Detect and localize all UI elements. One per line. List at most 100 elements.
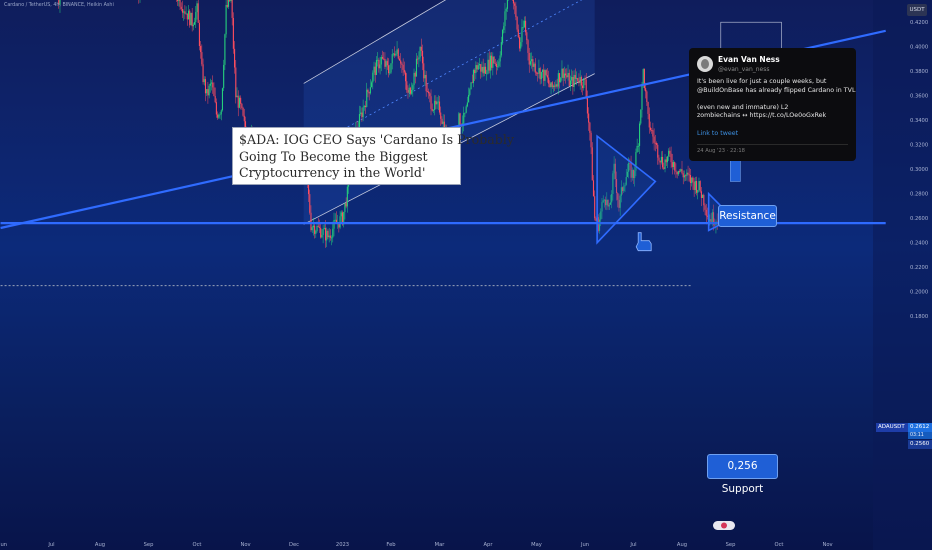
candle-body xyxy=(692,177,694,182)
candle-body xyxy=(714,224,716,226)
candle-body xyxy=(377,59,379,61)
candle-body xyxy=(314,225,316,234)
candle-body xyxy=(699,181,701,192)
candle-body xyxy=(414,72,416,77)
candle-body xyxy=(630,163,632,178)
candle-body xyxy=(687,172,689,175)
candle-body xyxy=(418,57,420,60)
candle-body xyxy=(318,226,321,228)
candle-body xyxy=(531,59,533,62)
candle-body xyxy=(659,160,661,163)
candle-body xyxy=(623,186,625,192)
support-callout: 0,256 Support xyxy=(707,454,778,495)
candle-body xyxy=(634,170,636,179)
candle-body xyxy=(705,209,707,216)
candle-body xyxy=(602,200,604,203)
tweet-card[interactable]: Evan Van Ness @evan_van_ness It's been l… xyxy=(689,48,856,161)
y-tick-label: 0.2200 xyxy=(910,265,928,271)
candle-body xyxy=(465,106,467,113)
price-axis-panel xyxy=(873,0,932,550)
candle-body xyxy=(563,73,565,78)
candle-body xyxy=(526,32,528,41)
candle-body xyxy=(655,143,658,145)
candle-body xyxy=(594,196,596,219)
candle-body xyxy=(664,159,666,169)
candle-body xyxy=(670,153,672,163)
candle-body xyxy=(340,212,342,217)
candle-body xyxy=(360,112,362,115)
candle-body xyxy=(333,219,335,229)
candle-body xyxy=(363,105,365,108)
candle-body xyxy=(626,171,628,178)
candle-body xyxy=(557,73,559,87)
candle-body xyxy=(620,187,622,196)
candle-body xyxy=(631,169,633,178)
candle-body xyxy=(694,180,696,191)
tweet-line: It's been live for just a couple weeks, … xyxy=(697,78,827,85)
symbol-price-tag: ADAUSDT xyxy=(876,423,908,432)
candle-body xyxy=(483,66,485,74)
candle-body xyxy=(554,85,556,87)
x-tick-label: Jun xyxy=(580,542,589,548)
headline-line: $ADA: IOG CEO Says 'Cardano Is Probably xyxy=(239,132,514,147)
candle-body xyxy=(506,0,508,9)
candle-body xyxy=(339,216,341,228)
candle-body xyxy=(654,142,656,144)
y-tick-label: 0.1800 xyxy=(910,314,928,320)
candle-body xyxy=(468,94,470,103)
candle-body xyxy=(589,122,591,133)
candle-body xyxy=(682,173,684,178)
candle-body xyxy=(236,95,238,98)
y-tick-label: 0.3000 xyxy=(910,167,928,173)
candle-body xyxy=(603,199,605,201)
tweet-line: zombiechains ↔ https://t.co/LOe0oGxRek xyxy=(697,112,827,120)
candle-body xyxy=(178,0,180,2)
candle-body xyxy=(386,61,388,66)
tweet-handle: @evan_van_ness xyxy=(718,66,770,73)
candle-body xyxy=(618,199,620,208)
tweet-link[interactable]: Link to tweet xyxy=(697,130,739,137)
candle-body xyxy=(371,82,373,88)
candle-body xyxy=(515,5,517,18)
candle-body xyxy=(571,76,573,81)
pointing-hand-shape xyxy=(635,232,652,252)
candle-body xyxy=(426,91,428,93)
candle-body xyxy=(710,219,712,224)
candle-body xyxy=(677,170,679,175)
candle-body xyxy=(194,22,196,25)
candle-body xyxy=(401,63,403,65)
candle-body xyxy=(518,37,521,49)
candle-body xyxy=(520,42,522,49)
candle-body xyxy=(629,162,631,164)
candle-body xyxy=(521,27,523,43)
candle-body xyxy=(628,162,630,172)
candle-body xyxy=(558,73,561,83)
candle-body xyxy=(617,193,619,200)
candle-body xyxy=(585,79,587,98)
candle-body xyxy=(366,89,368,107)
headline-line: Going To Become the Biggest xyxy=(239,148,428,164)
candle-body xyxy=(464,112,466,114)
candle-body xyxy=(425,74,427,92)
candle-body xyxy=(550,82,552,88)
candle-body xyxy=(238,97,240,108)
candle-body xyxy=(476,65,478,70)
candle-body xyxy=(197,3,199,23)
candle-body xyxy=(391,54,393,64)
candle-body xyxy=(538,68,540,74)
candle-body xyxy=(625,177,627,185)
candle-body xyxy=(231,0,233,18)
quote-currency-tag[interactable]: USDT xyxy=(907,4,927,16)
candle-body xyxy=(525,20,527,33)
y-tick-label: 0.4200 xyxy=(910,20,928,26)
candle-body xyxy=(413,72,415,86)
candle-body xyxy=(237,95,239,108)
candle-body xyxy=(561,68,563,78)
candle-body xyxy=(478,64,481,66)
candle-body xyxy=(649,127,652,131)
candle-body xyxy=(191,12,193,27)
tweet-line: (even new and immature) L2 xyxy=(697,103,789,111)
candle-body xyxy=(591,147,593,181)
candle-body xyxy=(409,87,411,94)
